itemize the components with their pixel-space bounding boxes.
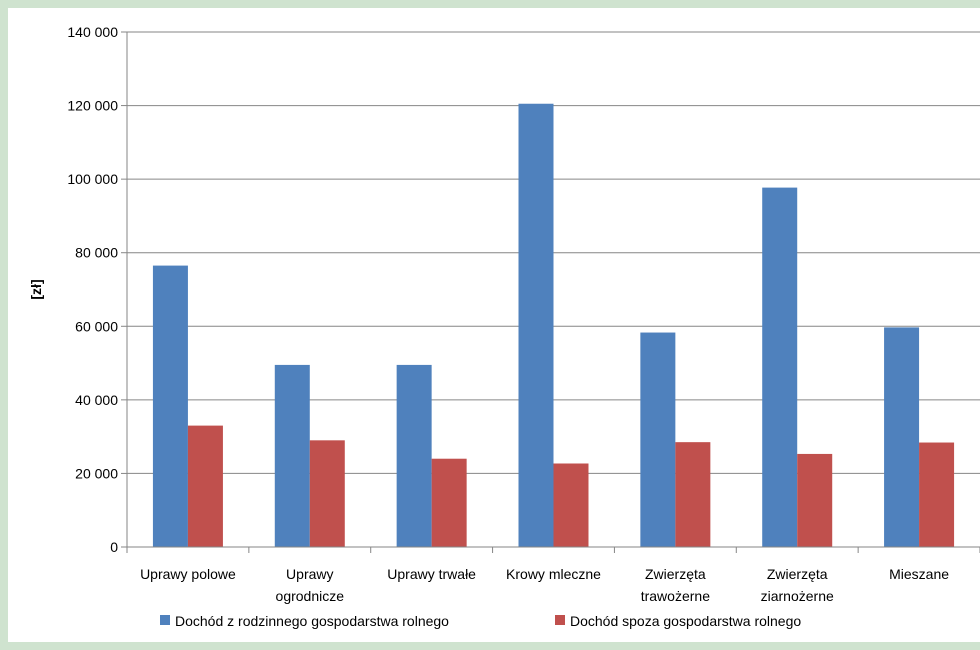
bar-farm-income — [396, 364, 432, 547]
x-category-label: Zwierzęta ziarnożerne — [761, 566, 834, 604]
bar-off-farm-income — [797, 453, 833, 547]
bar-off-farm-income — [309, 440, 345, 547]
axes — [126, 32, 980, 553]
bar-farm-income — [152, 265, 188, 547]
x-category-label: Uprawy polowe — [140, 566, 236, 582]
x-category-label: Uprawy trwałe — [387, 566, 476, 582]
y-tick-label: 0 — [110, 539, 118, 555]
y-tick-label: 40 000 — [75, 392, 118, 408]
bars — [152, 103, 955, 547]
bar-off-farm-income — [553, 463, 589, 547]
bar-off-farm-income — [187, 425, 223, 547]
bar-off-farm-income — [919, 442, 955, 547]
bar-farm-income — [884, 327, 920, 547]
y-tick-label: 80 000 — [75, 245, 118, 261]
x-category-labels: Uprawy polowe Uprawy ogrodnicze Uprawy trwa… — [140, 566, 949, 604]
legend-label: Dochód z rodzinnego gospodarstwa rolnego — [175, 613, 449, 629]
bar-farm-income — [762, 187, 798, 547]
legend-swatch — [160, 615, 170, 625]
y-axis-title: [zł] — [28, 279, 44, 299]
x-category-label: Krowy mleczne — [506, 566, 601, 582]
x-category-label: Uprawy ogrodnicze — [276, 566, 345, 604]
bar-chart: 0 20 000 40 000 60 000 80 000 100 000 120 000 1… — [28, 24, 980, 629]
legend: Dochód z rodzinnego gospodarstwa rolnego… — [160, 613, 801, 629]
y-tick-label: 120 000 — [67, 98, 118, 114]
bar-farm-income — [518, 103, 554, 547]
y-tick-label: 20 000 — [75, 465, 118, 481]
legend-swatch — [555, 615, 565, 625]
y-tick-label: 60 000 — [75, 318, 118, 334]
y-tick-label: 100 000 — [67, 171, 118, 187]
y-tick-label: 140 000 — [67, 24, 118, 40]
bar-farm-income — [640, 332, 676, 547]
bar-off-farm-income — [431, 458, 467, 547]
bar-off-farm-income — [675, 442, 711, 547]
bar-farm-income — [274, 364, 310, 547]
legend-label: Dochód spoza gospodarstwa rolnego — [570, 613, 801, 629]
x-category-label: Mieszane — [889, 566, 949, 582]
x-category-label: Zwierzęta trawożerne — [641, 566, 710, 604]
y-tick-labels: 0 20 000 40 000 60 000 80 000 100 000 120 000 1… — [67, 24, 118, 555]
